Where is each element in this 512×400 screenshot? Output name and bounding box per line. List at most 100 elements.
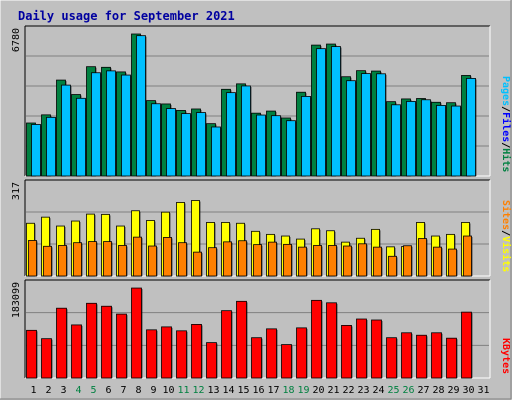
bar-pages-28 <box>436 105 446 177</box>
bar-kbytes-26 <box>401 332 412 379</box>
bar-pages-5 <box>91 72 101 177</box>
bar-kbytes-5 <box>86 302 97 379</box>
bar-kbytes-9 <box>146 329 157 379</box>
x-tick-label: 4 <box>75 385 81 396</box>
bar-kbytes-13 <box>206 342 217 379</box>
bar-pages-6 <box>106 70 116 177</box>
bar-sites-25 <box>388 255 397 277</box>
bar-sites-20 <box>313 245 322 277</box>
y-max-label: 6780 <box>11 28 22 52</box>
bar-pages-10 <box>166 108 176 177</box>
bar-kbytes-6 <box>101 305 112 379</box>
legend-item: Sites <box>500 200 512 230</box>
bar-kbytes-4 <box>71 324 82 379</box>
bar-kbytes-28 <box>431 332 442 379</box>
bar-sites-9 <box>148 245 157 277</box>
bar-sites-5 <box>88 241 97 277</box>
bar-sites-26 <box>403 245 412 277</box>
bar-pages-11 <box>181 113 191 177</box>
bar-pages-18 <box>286 120 296 177</box>
x-tick-label: 2 <box>45 385 51 396</box>
bar-sites-18 <box>283 243 292 277</box>
bar-pages-7 <box>121 74 131 177</box>
bar-pages-27 <box>421 99 431 177</box>
x-tick-label: 29 <box>447 385 459 396</box>
bar-kbytes-8 <box>131 287 142 379</box>
bar-pages-19 <box>301 96 311 177</box>
x-tick-label: 3 <box>60 385 66 396</box>
bar-kbytes-10 <box>161 326 172 379</box>
bar-pages-2 <box>46 116 56 177</box>
x-tick-label: 16 <box>252 385 264 396</box>
bar-sites-23 <box>358 243 367 277</box>
bar-kbytes-23 <box>356 318 367 379</box>
bar-sites-19 <box>298 246 307 277</box>
bar-sites-28 <box>433 246 442 277</box>
bar-sites-27 <box>418 238 427 277</box>
bar-kbytes-27 <box>416 334 427 379</box>
bar-kbytes-15 <box>236 300 247 379</box>
bar-sites-13 <box>208 247 217 277</box>
x-tick-label: 31 <box>477 385 489 396</box>
x-tick-label: 27 <box>417 385 429 396</box>
x-tick-label: 18 <box>282 385 294 396</box>
legend-item: Hits <box>500 148 512 172</box>
bar-sites-30 <box>463 235 472 277</box>
bar-pages-3 <box>61 84 71 177</box>
bar-pages-8 <box>136 35 146 177</box>
x-tick-label: 7 <box>120 385 126 396</box>
x-tick-label: 24 <box>372 385 384 396</box>
legend-visits_sites: Sites/Visits <box>500 200 512 272</box>
bar-pages-4 <box>76 97 86 177</box>
bar-sites-10 <box>163 237 172 277</box>
bar-sites-29 <box>448 248 457 277</box>
x-tick-label: 14 <box>222 385 234 396</box>
bar-sites-14 <box>223 241 232 277</box>
bar-sites-7 <box>118 245 127 277</box>
bar-pages-9 <box>151 103 161 177</box>
x-tick-label: 11 <box>177 385 189 396</box>
x-tick-label: 10 <box>162 385 174 396</box>
legend-item: Pages <box>500 76 511 106</box>
x-tick-label: 23 <box>357 385 369 396</box>
bar-kbytes-25 <box>386 337 397 379</box>
bar-kbytes-18 <box>281 344 292 379</box>
bar-pages-30 <box>466 78 476 177</box>
bar-pages-1 <box>31 124 41 177</box>
bar-kbytes-20 <box>311 299 322 379</box>
x-tick-label: 17 <box>267 385 279 396</box>
x-tick-label: 25 <box>387 385 399 396</box>
x-tick-label: 6 <box>105 385 111 396</box>
bar-sites-21 <box>328 245 337 277</box>
y-max-label: 317 <box>11 182 22 200</box>
bar-sites-17 <box>268 241 277 277</box>
bar-sites-16 <box>253 244 262 277</box>
x-tick-label: 22 <box>342 385 354 396</box>
bar-pages-29 <box>451 105 461 177</box>
bar-pages-17 <box>271 115 281 177</box>
x-tick-label: 21 <box>327 385 339 396</box>
legend-item: Files <box>500 112 512 142</box>
legend-hits_files_pages: Pages/Files/Hits <box>500 76 512 172</box>
bar-pages-16 <box>256 114 266 177</box>
bar-sites-3 <box>58 245 67 277</box>
legend-separator: / <box>500 106 511 112</box>
bar-pages-24 <box>376 73 386 177</box>
bar-pages-21 <box>331 46 341 177</box>
x-tick-label: 28 <box>432 385 444 396</box>
bar-kbytes-21 <box>326 302 337 379</box>
bar-sites-11 <box>178 242 187 277</box>
x-tick-label: 19 <box>297 385 309 396</box>
bar-sites-4 <box>73 242 82 277</box>
bar-kbytes-3 <box>56 307 67 379</box>
chart-title: Daily usage for September 2021 <box>18 9 235 23</box>
x-tick-label: 12 <box>192 385 204 396</box>
bar-kbytes-11 <box>176 330 187 379</box>
bar-sites-12 <box>193 251 202 277</box>
bar-sites-15 <box>238 240 247 277</box>
bar-kbytes-1 <box>26 329 37 379</box>
legend-kbytes: KBytes <box>500 338 511 374</box>
legend-item: Visits <box>500 236 512 272</box>
x-tick-label: 5 <box>90 385 96 396</box>
